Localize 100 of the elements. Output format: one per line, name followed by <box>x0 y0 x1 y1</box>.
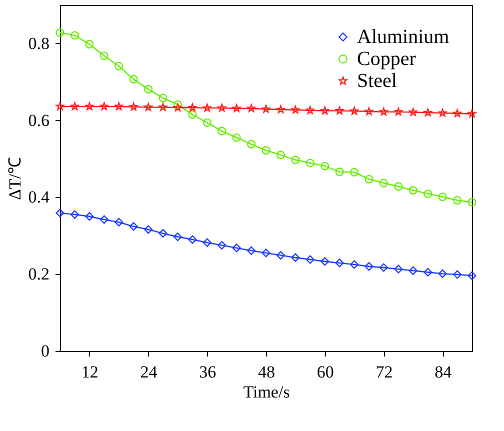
point <box>158 229 168 238</box>
x-tick-label: 12 <box>81 362 98 382</box>
point <box>438 108 447 117</box>
point <box>202 238 212 247</box>
x-tick-label: 60 <box>316 362 334 382</box>
point <box>408 266 418 275</box>
point <box>158 102 168 111</box>
point <box>453 109 462 118</box>
point <box>114 62 124 70</box>
point <box>188 110 197 119</box>
point <box>85 40 94 49</box>
point <box>350 168 359 177</box>
point <box>335 258 344 268</box>
point <box>468 109 476 118</box>
point <box>452 196 462 205</box>
legend-label: Aluminium <box>357 26 450 48</box>
point <box>246 246 256 255</box>
point <box>218 104 226 112</box>
point <box>203 104 212 112</box>
point <box>408 186 418 195</box>
point <box>56 28 64 37</box>
point <box>320 162 330 170</box>
point <box>335 168 344 176</box>
point <box>247 104 256 112</box>
point <box>291 156 300 164</box>
point <box>424 268 432 276</box>
point <box>188 103 197 112</box>
point <box>56 208 64 218</box>
legend-label: Steel <box>357 70 398 92</box>
point <box>85 102 94 110</box>
point <box>232 104 241 112</box>
point <box>232 244 241 252</box>
point <box>320 257 330 266</box>
point <box>262 104 270 113</box>
point <box>468 271 476 280</box>
point <box>114 218 124 227</box>
point <box>424 189 432 198</box>
point <box>232 133 241 142</box>
point <box>100 102 108 110</box>
point <box>144 102 152 111</box>
point <box>380 108 388 116</box>
point <box>173 232 182 242</box>
point <box>129 102 138 110</box>
point <box>100 215 108 224</box>
point <box>364 174 374 184</box>
point <box>409 108 418 116</box>
point <box>350 106 358 115</box>
point <box>158 94 168 102</box>
y-tick-label: 0.8 <box>28 34 50 53</box>
point <box>262 248 270 258</box>
point <box>276 250 286 260</box>
point <box>291 106 300 114</box>
x-tick-label: 72 <box>376 362 393 382</box>
point <box>129 74 138 84</box>
point <box>202 118 212 127</box>
point <box>424 108 432 116</box>
point <box>85 212 94 221</box>
point <box>70 102 79 110</box>
point <box>174 103 182 112</box>
point <box>56 102 64 110</box>
point <box>306 158 314 168</box>
y-tick-label: 0.2 <box>28 264 50 284</box>
point <box>468 198 476 207</box>
point <box>218 126 226 136</box>
point <box>129 222 138 231</box>
point <box>291 253 300 262</box>
point <box>335 106 344 114</box>
x-tick-label: 24 <box>140 362 158 382</box>
point <box>144 225 153 234</box>
point <box>306 106 314 114</box>
point <box>394 264 403 274</box>
point <box>379 263 388 272</box>
point <box>262 146 270 155</box>
point <box>320 106 329 114</box>
point <box>394 182 403 191</box>
point <box>173 100 182 109</box>
point <box>218 240 226 250</box>
point <box>350 260 359 269</box>
x-tick-label: 36 <box>199 362 216 382</box>
point <box>276 105 285 114</box>
point <box>70 210 80 219</box>
x-axis-title: Time/s <box>243 382 290 402</box>
point <box>100 51 108 60</box>
point <box>364 262 374 271</box>
point <box>114 102 123 110</box>
point <box>379 178 388 188</box>
y-tick-label: 0.4 <box>28 188 50 207</box>
y-axis-title: ΔT/℃ <box>5 156 24 200</box>
legend-label: Copper <box>357 48 416 70</box>
y-tick-label: 0.6 <box>28 110 50 130</box>
point <box>188 235 197 244</box>
point <box>276 150 286 160</box>
y-tick-label: 0 <box>41 342 50 360</box>
point <box>452 270 462 279</box>
point <box>70 31 80 40</box>
point <box>306 255 314 264</box>
point <box>438 269 447 278</box>
point <box>364 107 374 116</box>
point <box>246 140 256 148</box>
point <box>394 108 403 116</box>
